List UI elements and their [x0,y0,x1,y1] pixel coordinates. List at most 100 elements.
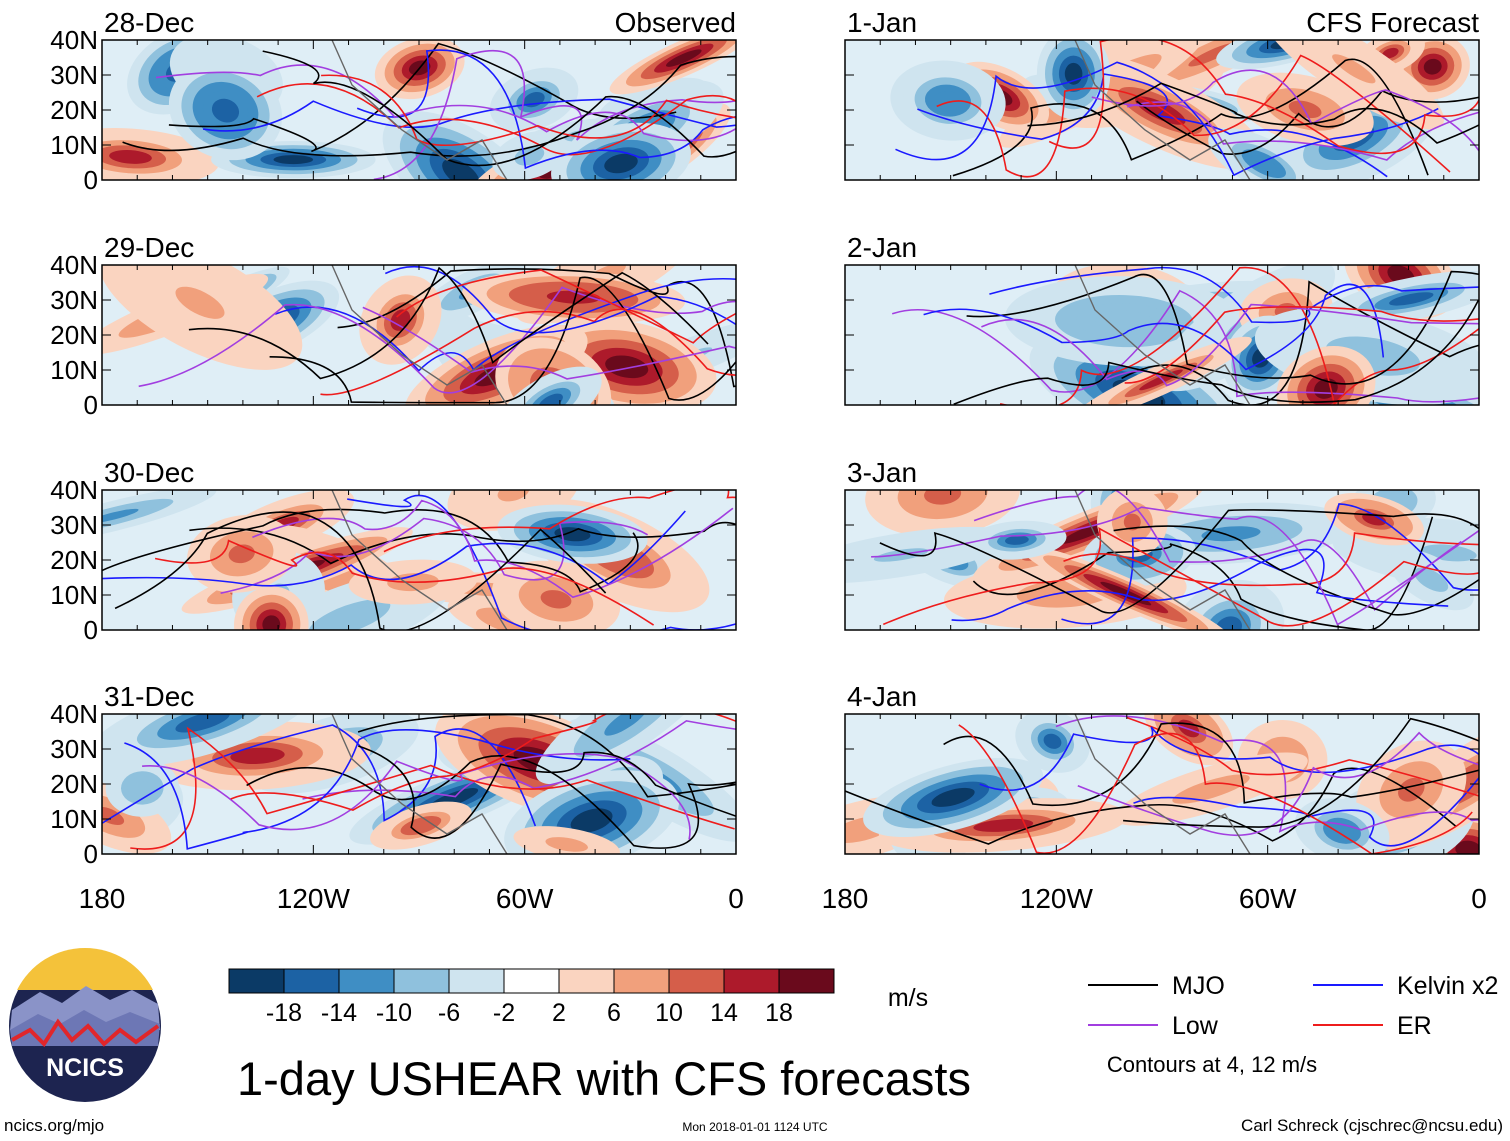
contour-line [1121,280,1479,405]
colorbar-swatch [338,968,395,994]
shear-cell [540,590,572,609]
contour-line [189,521,736,565]
contour-lines [102,490,736,630]
panel-4-jan: 4-Jan [844,681,1480,855]
shear-cell [604,153,638,174]
contour-line [202,98,736,132]
shear-field [102,490,736,630]
contour-line [142,753,691,840]
contour-line [362,306,736,380]
panel-date: 30-Dec [104,457,194,488]
coastline [331,265,508,405]
colorbar-units: m/s [888,984,928,1012]
chart-title: 1-day USHEAR with CFS forecasts [237,1052,971,1105]
coastline [331,714,508,854]
shear-cell [1288,100,1322,119]
colorbar-tick-label: -18 [266,999,302,1027]
contour-line [882,526,1479,627]
shear-cell [102,508,139,523]
shear-cell [175,714,230,733]
x-tick-label: 120W [1020,883,1094,914]
colorbar: -18 -14 -10 -6 -2 2 6 10 14 18 [228,968,835,1027]
y-tick-label: 30N [50,60,98,90]
shear-cell [973,818,1034,832]
contour-line [138,286,736,394]
y-tick-label: 40N [50,250,98,280]
colorbar-swatch [778,968,835,994]
legend-label: ER [1397,1012,1432,1040]
colorbar-tick-label: -14 [321,999,357,1027]
colorbar-tick-label: -10 [376,999,412,1027]
coastline [331,490,508,630]
x-axes-layer: 180 120W 60W 0 180 120W 60W 0 [79,883,1487,914]
contour-line [871,506,1479,626]
x-tick-label: 0 [1471,883,1487,914]
shear-cell [538,393,563,405]
contour-line [979,726,1479,792]
contour-line [1136,89,1479,155]
y-tick-label: 30N [50,734,98,764]
y-tick-label: 10N [50,130,98,160]
shear-cell [546,290,601,304]
contour-line [302,720,736,800]
shear-cell [1423,58,1442,75]
y-tick-label: 20N [50,95,98,125]
shear-cell [1201,526,1261,542]
column-label: CFS Forecast [1306,7,1479,38]
contour-line [895,61,1439,177]
contour-legend: MJO Kelvin x2 Low ER [1088,972,1498,1040]
y-tick-label: 20N [50,545,98,575]
contour-line [358,745,736,839]
shear-cell [408,819,434,832]
y-tick-label: 30N [50,510,98,540]
shear-cell [1330,822,1354,839]
contour-line [274,278,736,372]
x-tick-label: 180 [822,883,869,914]
shear-cell [1389,292,1434,306]
contour-line [230,714,736,811]
panel-date: 29-Dec [104,232,194,263]
contour-lines [122,42,736,180]
contour-lines [891,266,1479,405]
logo-text: NCICS [46,1054,124,1082]
colorbar-tick-label: 2 [552,999,566,1027]
column-label: Observed [615,7,736,38]
coastline [1074,490,1251,630]
shear-cell [175,286,225,319]
y-tick-label: 40N [50,25,98,55]
footer-timestamp: Mon 2018-01-01 1124 UTC [682,1120,828,1134]
colorbar-swatch [503,968,560,994]
contour-line [384,265,736,334]
ncics-logo: NCICS [9,947,161,1102]
shear-field [102,265,736,405]
coastline [1074,40,1251,180]
contour-line [1123,717,1479,828]
legend-label: MJO [1172,972,1225,1000]
contour-line [1055,715,1479,833]
panel-date: 4-Jan [847,681,917,712]
shear-field [845,265,1479,405]
y-tick-label: 0 [84,839,98,869]
contour-line [155,64,736,142]
contour-line [252,499,734,599]
contour-line [383,490,736,553]
shear-cell [230,747,285,765]
shear-cell [1215,616,1243,630]
contour-line [1077,731,1479,836]
shear-cell [133,780,152,795]
y-tick-label: 10N [50,580,98,610]
contour-line [262,50,736,167]
shear-cell [1005,535,1029,545]
colorbar-swatch [228,968,285,994]
shear-cell [109,149,152,164]
shear-cell [924,490,962,505]
contour-note: Contours at 4, 12 m/s [1107,1052,1317,1077]
contour-line [1113,525,1479,616]
y-tick-label: 0 [84,165,98,195]
shear-cell [1036,584,1095,602]
colorbar-tick-label: -6 [438,999,460,1027]
shear-cell [442,158,480,180]
colorbar-swatch [613,968,670,994]
colorbar-tick-label: 6 [607,999,621,1027]
